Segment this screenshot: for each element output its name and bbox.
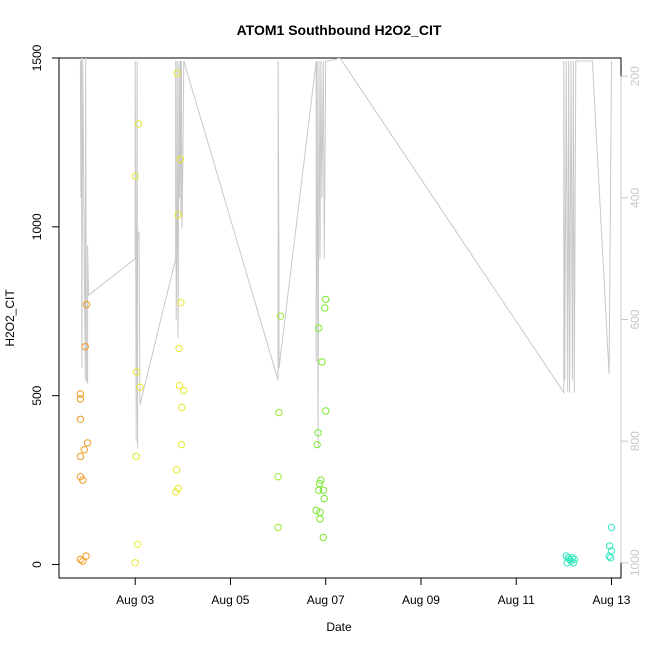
data-point	[172, 466, 181, 474]
chart-title: ATOM1 Southbound H2O2_CIT	[237, 22, 442, 38]
data-point	[134, 120, 143, 128]
data-point	[176, 155, 185, 164]
data-point	[569, 559, 578, 567]
x-axis-label: Date	[326, 620, 352, 634]
point-layer	[76, 69, 616, 567]
x-tick-label: Aug 05	[211, 593, 249, 607]
data-point	[319, 533, 327, 542]
data-point	[568, 554, 577, 562]
data-point	[79, 476, 87, 484]
data-point	[274, 523, 282, 532]
data-point	[276, 312, 285, 320]
x-tick-label: Aug 11	[498, 593, 535, 607]
x-axis: Aug 03 Aug 05 Aug 07 Aug 09 Aug 11 Aug 13	[116, 577, 631, 607]
data-point	[319, 486, 327, 494]
y-tick-label: 500	[30, 385, 44, 405]
data-point	[175, 381, 184, 390]
data-point	[131, 172, 139, 180]
right-tick-label: 800	[628, 431, 642, 451]
data-point	[82, 552, 90, 560]
data-point	[570, 555, 578, 564]
right-tick-label: 200	[628, 66, 642, 86]
x-tick-label: Aug 07	[307, 593, 345, 607]
data-point	[132, 452, 140, 461]
data-point	[82, 300, 91, 309]
y-tick-label: 1500	[30, 44, 44, 71]
data-point	[312, 506, 320, 515]
data-point	[178, 403, 186, 412]
data-point	[76, 415, 85, 423]
x-tick-label: Aug 09	[402, 593, 440, 607]
data-point	[173, 69, 181, 77]
data-point	[314, 429, 322, 437]
data-point	[174, 484, 182, 493]
data-point	[322, 407, 330, 415]
data-point	[314, 324, 323, 332]
data-point	[605, 542, 614, 550]
data-point	[80, 446, 88, 454]
data-point	[83, 439, 92, 447]
data-point	[174, 211, 182, 219]
data-point	[132, 368, 141, 376]
data-point	[79, 557, 87, 565]
data-point	[76, 395, 85, 403]
data-point	[275, 408, 283, 417]
track-series-line	[79, 58, 612, 449]
plot-frame	[58, 57, 622, 579]
data-point	[81, 343, 89, 351]
data-point	[313, 440, 321, 449]
data-point	[133, 540, 142, 548]
data-point	[76, 390, 85, 398]
y-axis-label: H2O2_CIT	[3, 289, 17, 347]
data-point	[315, 479, 324, 488]
data-point	[322, 295, 330, 304]
data-point	[606, 554, 615, 562]
x-tick-label: Aug 13	[592, 593, 630, 607]
data-point	[177, 440, 186, 449]
data-point	[274, 473, 282, 481]
x-tick-label: Aug 03	[116, 593, 154, 607]
y-tick-label: 1000	[30, 213, 44, 240]
data-point	[177, 299, 185, 307]
data-point	[76, 452, 85, 461]
data-point	[607, 547, 616, 555]
data-point	[131, 559, 139, 567]
track-layer	[79, 58, 612, 449]
data-point	[318, 358, 326, 366]
right-tick-label: 1000	[628, 549, 642, 576]
data-point	[317, 476, 325, 484]
right-tick-label: 400	[628, 188, 642, 208]
data-point	[180, 386, 188, 395]
right-axis: 200 400 600 800 1000	[620, 66, 642, 576]
data-point	[175, 344, 183, 353]
data-point	[316, 508, 324, 516]
data-point	[607, 523, 616, 532]
data-point	[321, 304, 329, 312]
y-axis: 0 500 1000 1500	[30, 44, 60, 568]
right-tick-label: 600	[628, 309, 642, 329]
data-point	[136, 383, 144, 391]
data-point	[316, 515, 324, 523]
data-point	[320, 494, 328, 503]
y-tick-label: 0	[30, 561, 44, 568]
